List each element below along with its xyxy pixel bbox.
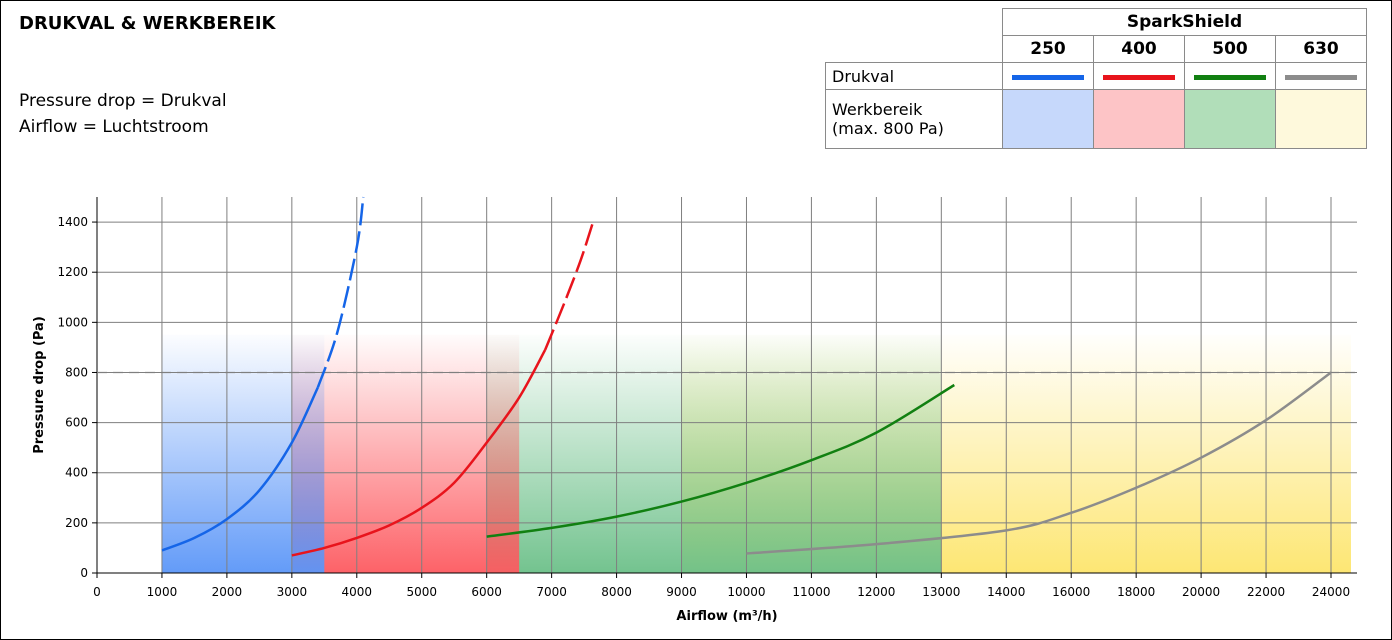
- x-tick-label: 20000: [1182, 585, 1220, 599]
- x-tick-label: 14000: [987, 585, 1025, 599]
- x-tick-label: 1000: [147, 585, 178, 599]
- x-tick-label: 3000: [277, 585, 308, 599]
- y-axis-label: Pressure drop (Pa): [32, 316, 47, 454]
- series-line-630: [746, 371, 1332, 555]
- x-tick-label: 8000: [601, 585, 632, 599]
- series-line-500: [486, 383, 955, 538]
- y-tick-label: 200: [65, 516, 88, 530]
- legend-werkbereik-line2: (max. 800 Pa): [832, 119, 944, 138]
- working-range-250: [161, 334, 325, 573]
- legend-line-swatch: [1194, 74, 1266, 80]
- x-tick-label: 10000: [727, 585, 765, 599]
- y-tick-label: 600: [65, 416, 88, 430]
- series-line-dashed-250: [316, 196, 365, 388]
- legend-line-250: [1002, 62, 1094, 90]
- y-tick-label: 800: [65, 365, 88, 379]
- series-line-250: [161, 386, 319, 552]
- legend-header: SparkShield: [1002, 8, 1367, 36]
- x-tick-label: 13000: [922, 585, 960, 599]
- legend-line-500: [1184, 62, 1276, 90]
- x-tick-label: 22000: [1247, 585, 1285, 599]
- y-tick-label: 1200: [57, 265, 88, 279]
- legend-line-630: [1275, 62, 1367, 90]
- x-tick-label: 2000: [212, 585, 243, 599]
- legend-table: SparkShield 250 400 500 630 Drukval Werk…: [825, 8, 1367, 149]
- x-tick-label: 11000: [792, 585, 830, 599]
- legend-range-500: [1184, 89, 1276, 149]
- x-tick-label: 24000: [1312, 585, 1350, 599]
- legend-werkbereik-line1: Werkbereik: [832, 100, 923, 119]
- y-tick-label: 1000: [57, 315, 88, 329]
- page-title: DRUKVAL & WERKBEREIK: [19, 13, 276, 34]
- x-tick-label: 4000: [342, 585, 373, 599]
- note-pressure-drop: Pressure drop = Drukval: [19, 91, 227, 111]
- legend-range-250: [1002, 89, 1094, 149]
- legend-line-swatch: [1103, 74, 1175, 80]
- legend-line-swatch: [1012, 74, 1084, 80]
- x-tick-label: 7000: [536, 585, 567, 599]
- legend-size-630: 630: [1275, 35, 1367, 63]
- x-axis-label: Airflow (m³/h): [676, 609, 777, 624]
- x-tick-label: 18000: [1117, 585, 1155, 599]
- x-tick-label: 16000: [1052, 585, 1090, 599]
- legend-range-630: [1275, 89, 1367, 149]
- series-line-400: [291, 349, 547, 557]
- x-tick-label: 12000: [857, 585, 895, 599]
- x-tick-label: 5000: [406, 585, 437, 599]
- legend-size-500: 500: [1184, 35, 1276, 63]
- legend-row-drukval: Drukval: [825, 62, 1003, 90]
- x-tick-label: 0: [93, 585, 101, 599]
- y-tick-label: 0: [80, 566, 88, 580]
- legend-line-swatch: [1285, 74, 1357, 80]
- x-tick-label: 9000: [666, 585, 697, 599]
- working-range-400: [291, 334, 520, 573]
- working-range-500: [486, 334, 942, 573]
- y-tick-label: 400: [65, 466, 88, 480]
- legend-size-250: 250: [1002, 35, 1094, 63]
- legend-range-400: [1093, 89, 1185, 149]
- note-airflow: Airflow = Luchtstroom: [19, 117, 209, 137]
- series-line-dashed-400: [543, 219, 596, 351]
- y-tick-label: 1400: [57, 215, 88, 229]
- x-tick-label: 6000: [471, 585, 502, 599]
